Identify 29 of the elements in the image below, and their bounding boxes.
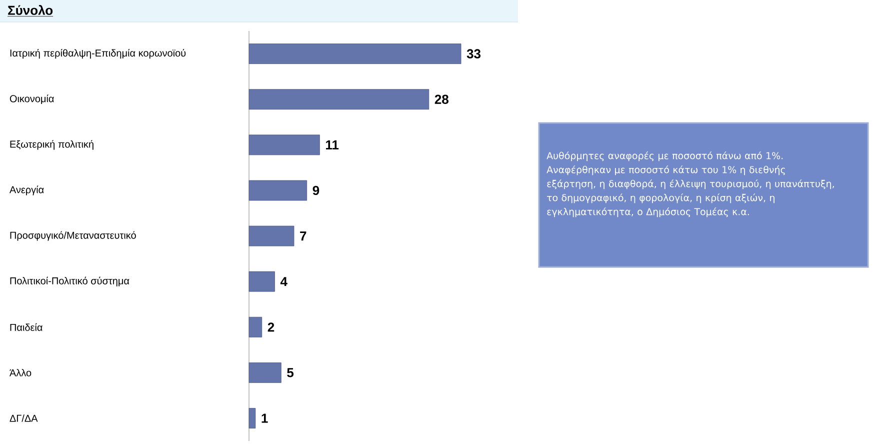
data-label: 1: [262, 414, 268, 423]
text: Σύνολο: [8, 5, 53, 15]
bar: [248, 89, 430, 110]
y-tick-label: Ανεργία: [9, 186, 44, 196]
y-tick-label: ΔΓ/ΔΑ: [10, 414, 38, 422]
y-tick-label: Προσφυγικό/Μεταναστευτικό: [10, 231, 136, 241]
data-label: 2: [268, 322, 274, 332]
y-tick-label: Παιδεία: [10, 323, 42, 331]
bar: [248, 44, 462, 64]
y-tick-label: Εξωτερική πολιτική: [10, 140, 94, 150]
data-label: 9: [312, 186, 320, 196]
y-tick-label: Άλλο: [9, 369, 32, 376]
data-label: 33: [466, 49, 481, 58]
y-tick-label: Οικονομία: [10, 94, 54, 104]
y-tick-label: Πολιτικοί-Πολιτικό σύστημα: [10, 276, 130, 286]
bar: [248, 271, 275, 292]
data-label: 7: [300, 232, 306, 240]
y-tick-label: Ιατρική περίθαλψη-Επιδημία κορωνοϊού: [10, 48, 186, 59]
bar: [248, 316, 262, 338]
data-label: 28: [434, 94, 448, 104]
bar: [248, 226, 294, 246]
data-label: 5: [287, 368, 294, 378]
bar: [248, 180, 308, 201]
bar: [248, 134, 320, 156]
text: Αυθόρμητες αναφορές με ποσοστό πάνω από 1%. Αναφέρθηκαν με ποσοστό κάτω του 1% η διεθνής εξάρτηση, η διαφθορά, η έλλειψη τουρισμού, η υπανάπτυξη, το δημογραφικό, η φορολογία, η κρίση αξιών, η εγκληματικότητα, ο Δημόσιος Τομέας κ.α.: [546, 152, 834, 218]
bar: [248, 362, 282, 383]
bar: [248, 408, 256, 428]
data-label: 11: [326, 140, 339, 150]
data-label: 4: [280, 277, 288, 286]
